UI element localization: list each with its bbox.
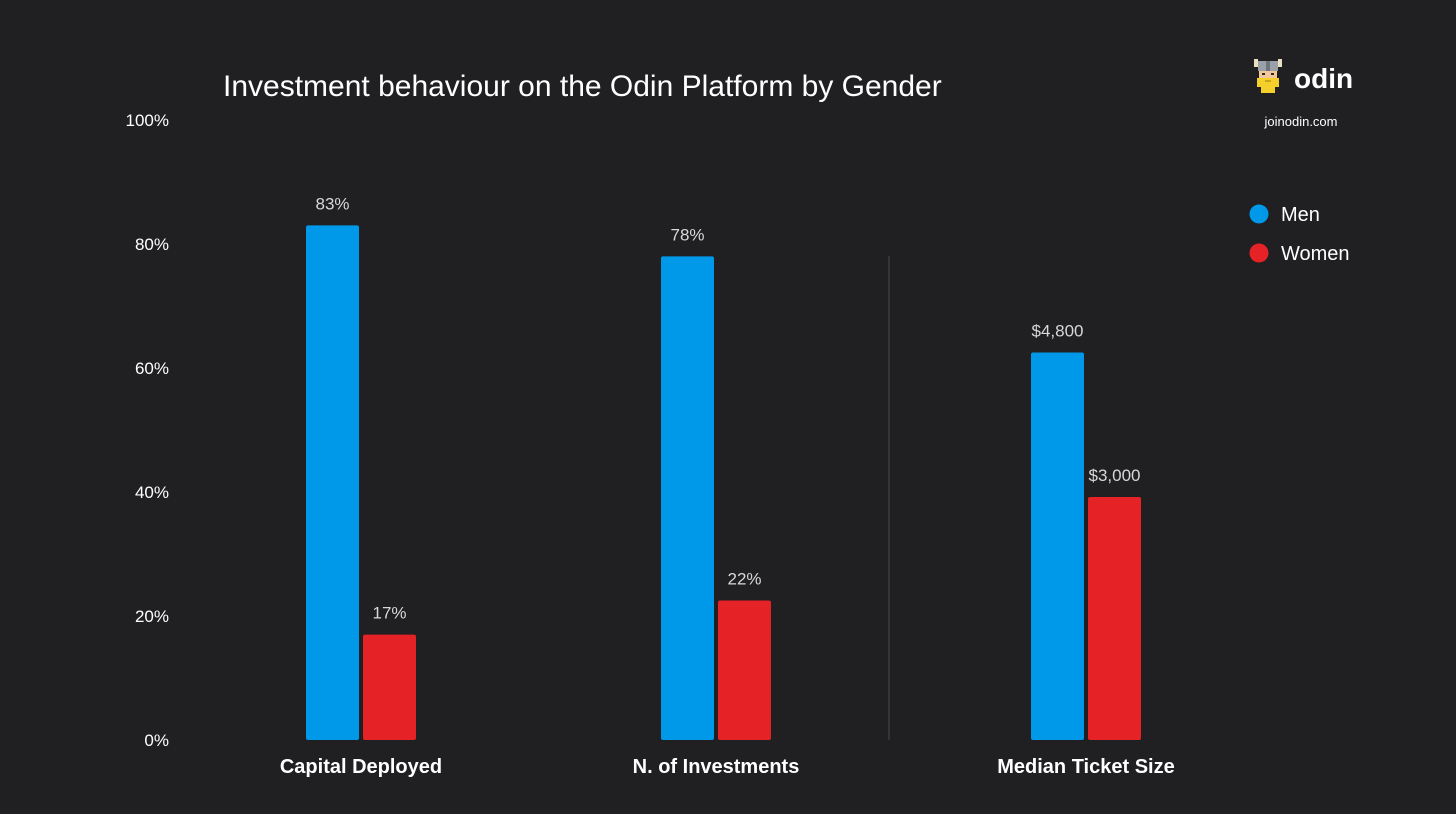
y-axis: 0% 20% 40% 60% 80% 100% (126, 111, 169, 750)
legend-marker (1249, 204, 1269, 224)
data-label: $3,000 (1089, 466, 1141, 485)
data-label: 17% (372, 604, 406, 623)
legend: Men Women (1249, 204, 1350, 265)
brand-website: joinodin.com (1264, 114, 1338, 129)
viking-helmet-icon (1254, 59, 1282, 93)
legend-label: Women (1281, 243, 1350, 265)
bar-women (1088, 496, 1141, 740)
bar-men (306, 225, 359, 740)
bar-women (718, 600, 771, 740)
y-tick-label: 40% (135, 483, 169, 502)
y-tick-label: 0% (144, 731, 169, 750)
category-label: N. of Investments (633, 756, 800, 778)
bar-group: 78% 22% (661, 225, 771, 740)
data-label: 78% (670, 225, 704, 244)
data-label: 83% (315, 194, 349, 213)
chart-title: Investment behaviour on the Odin Platfor… (223, 70, 942, 103)
legend-marker (1249, 243, 1269, 263)
legend-item: Men (1249, 204, 1320, 226)
brand-block: odin joinodin.com (1254, 59, 1353, 129)
x-axis: Capital Deployed N. of Investments Median … (280, 756, 1175, 778)
bar-men (1031, 352, 1084, 740)
y-tick-label: 20% (135, 607, 169, 626)
bar-group: $4,800 $3,000 (1031, 322, 1141, 740)
y-tick-label: 60% (135, 359, 169, 378)
legend-item: Women (1249, 243, 1350, 265)
data-label: $4,800 (1032, 322, 1084, 341)
bar-men (661, 256, 714, 740)
bar-group: 83% 17% (306, 194, 416, 740)
data-label: 22% (727, 570, 761, 589)
category-label: Median Ticket Size (997, 756, 1174, 778)
category-label: Capital Deployed (280, 756, 442, 778)
bar-women (363, 634, 416, 740)
bars: 83% 17% 78% 22% $4,800 $3,000 (306, 194, 1141, 740)
legend-label: Men (1281, 204, 1320, 226)
y-tick-label: 80% (135, 235, 169, 254)
brand-name: odin (1294, 63, 1353, 94)
y-tick-label: 100% (126, 111, 169, 130)
